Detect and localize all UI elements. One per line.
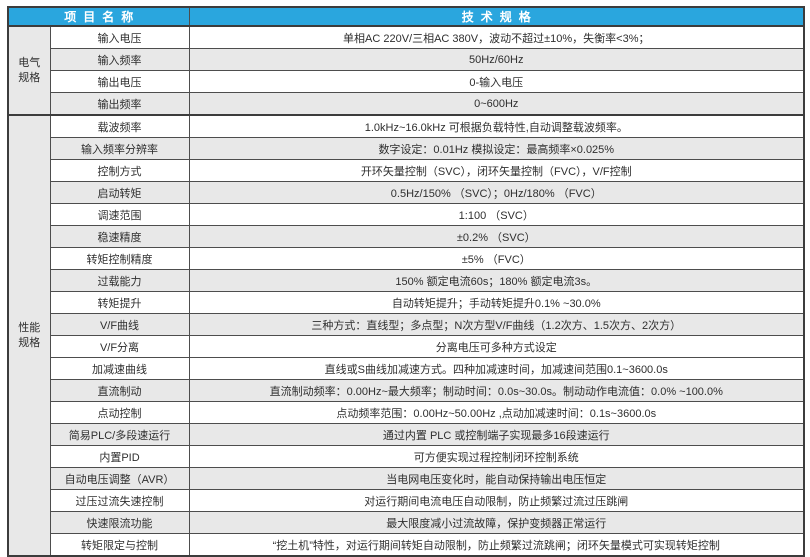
spec-row: 电气规格 输入电压 单相AC 220V/三相AC 380V，波动不超过±10%，失衡… (7, 25, 805, 116)
spec-value-cell: 通过内置 PLC 或控制端子实现最多16段速运行 (188, 423, 805, 446)
spec-value-cell: “挖土机”特性，对运行期间转矩自动限制，防止频繁过流跳闸；闭环矢量模式可实现转矩… (188, 533, 805, 557)
spec-row: 点动控制 点动频率范围：0.00Hz~50.00Hz ,点动加减速时间：0.1s~… (8, 401, 805, 424)
spec-row: 快速限流功能 最大限度减小过流故障，保护变频器正常运行 (8, 511, 805, 534)
spec-value-cell: 开环矢量控制（SVC），闭环矢量控制（FVC），V/F控制 (188, 159, 805, 182)
spec-value-cell: 单相AC 220V/三相AC 380V，波动不超过±10%，失衡率<3%； (188, 25, 805, 49)
spec-value-cell: 直线或S曲线加减速方式。四种加减速时间，加减速间范围0.1~3600.0s (188, 357, 805, 380)
item-name-cell: 过载能力 (49, 269, 190, 292)
spec-value-cell: ±5% （FVC） (188, 247, 805, 270)
spec-row: 启动转矩 0.5Hz/150% （SVC）；0Hz/180% （FVC） (8, 181, 805, 204)
item-name-cell: 输出电压 (49, 70, 190, 93)
spec-row: 过载能力 150% 额定电流60s；180% 额定电流3s。 (8, 269, 805, 292)
spec-row: V/F分离 分离电压可多种方式设定 (8, 335, 805, 358)
item-name-cell: 转矩限定与控制 (49, 533, 190, 557)
item-name-cell: 输入频率分辨率 (49, 137, 190, 160)
spec-row: 直流制动 直流制动频率：0.00Hz~最大频率；制动时间：0.0s~30.0s。制… (8, 379, 805, 402)
section-label-text: 性能规格 (18, 321, 41, 349)
spec-value-cell: 当电网电压变化时，能自动保持输出电压恒定 (188, 467, 805, 490)
spec-value-cell: 1:100 （SVC） (188, 203, 805, 226)
item-name-cell: 快速限流功能 (49, 511, 190, 534)
section-label: 性能规格 (7, 114, 51, 557)
spec-value-cell: 0~600Hz (188, 92, 805, 116)
column-header-tech-spec: 技术规格 (188, 6, 805, 27)
item-name-cell: V/F分离 (49, 335, 190, 358)
spec-value-cell: 点动频率范围：0.00Hz~50.00Hz ,点动加减速时间：0.1s~3600… (188, 401, 805, 424)
spec-row: 内置PID 可方便实现过程控制闭环控制系统 (8, 445, 805, 468)
item-name-cell: 输入电压 (49, 25, 190, 49)
spec-sheet-page: 项目名称 技术规格 电气规格 输入电压 单相AC 220V/三相AC 380V，波动… (7, 6, 806, 557)
item-name-cell: 转矩提升 (49, 291, 190, 314)
spec-row: 自动电压调整（AVR） 当电网电压变化时，能自动保持输出电压恒定 (8, 467, 805, 490)
item-name-cell: 点动控制 (49, 401, 190, 424)
item-name-cell: 转矩控制精度 (49, 247, 190, 270)
spec-value-cell: 对运行期间电流电压自动限制，防止频繁过流过压跳闸 (188, 489, 805, 512)
item-name-cell: 输出频率 (49, 92, 190, 116)
spec-row: 输入频率分辨率 数字设定：0.01Hz 模拟设定：最高频率×0.025% (8, 137, 805, 160)
spec-row: 转矩控制精度 ±5% （FVC） (8, 247, 805, 270)
table-header-row: 项目名称 技术规格 (7, 6, 805, 27)
spec-row: 转矩限定与控制 “挖土机”特性，对运行期间转矩自动限制，防止频繁过流跳闸；闭环矢量… (8, 533, 805, 557)
spec-value-cell: 数字设定：0.01Hz 模拟设定：最高频率×0.025% (188, 137, 805, 160)
spec-row: 转矩提升 自动转矩提升；手动转矩提升0.1% ~30.0% (8, 291, 805, 314)
spec-value-cell: 0.5Hz/150% （SVC）；0Hz/180% （FVC） (188, 181, 805, 204)
spec-value-cell: 三种方式：直线型；多点型；N次方型V/F曲线（1.2次方、1.5次方、2次方） (188, 313, 805, 336)
spec-row: 调速范围 1:100 （SVC） (8, 203, 805, 226)
spec-value-cell: 直流制动频率：0.00Hz~最大频率；制动时间：0.0s~30.0s。制动动作电… (188, 379, 805, 402)
item-name-cell: 过压过流失速控制 (49, 489, 190, 512)
spec-row: V/F曲线 三种方式：直线型；多点型；N次方型V/F曲线（1.2次方、1.5次方、… (8, 313, 805, 336)
spec-value-cell: 自动转矩提升；手动转矩提升0.1% ~30.0% (188, 291, 805, 314)
spec-row: 加减速曲线 直线或S曲线加减速方式。四种加减速时间，加减速间范围0.1~3600.… (8, 357, 805, 380)
spec-value-cell: 50Hz/60Hz (188, 48, 805, 71)
item-name-cell: 调速范围 (49, 203, 190, 226)
spec-value-cell: 150% 额定电流60s；180% 额定电流3s。 (188, 269, 805, 292)
spec-row: 输出频率 0~600Hz (8, 92, 805, 116)
spec-value-cell: 最大限度减小过流故障，保护变频器正常运行 (188, 511, 805, 534)
spec-value-cell: ±0.2% （SVC） (188, 225, 805, 248)
spec-table: 项目名称 技术规格 电气规格 输入电压 单相AC 220V/三相AC 380V，波动… (7, 6, 806, 557)
spec-row: 输入频率 50Hz/60Hz (8, 48, 805, 71)
spec-row: 输出电压 0-输入电压 (8, 70, 805, 93)
spec-value-cell: 可方便实现过程控制闭环控制系统 (188, 445, 805, 468)
item-name-cell: 启动转矩 (49, 181, 190, 204)
item-name-cell: 稳速精度 (49, 225, 190, 248)
item-name-cell: 简易PLC/多段速运行 (49, 423, 190, 446)
item-name-cell: 自动电压调整（AVR） (49, 467, 190, 490)
spec-row: 控制方式 开环矢量控制（SVC），闭环矢量控制（FVC），V/F控制 (8, 159, 805, 182)
section-label-text: 电气规格 (18, 56, 41, 84)
spec-value-cell: 0-输入电压 (188, 70, 805, 93)
spec-row: 性能规格 载波频率 1.0kHz~16.0kHz 可根据负载特性,自动调整载波频率。 (7, 114, 805, 557)
section-label: 电气规格 (7, 25, 51, 116)
item-name-cell: 控制方式 (49, 159, 190, 182)
item-name-cell: 输入频率 (49, 48, 190, 71)
item-name-cell: 直流制动 (49, 379, 190, 402)
item-name-cell: 内置PID (49, 445, 190, 468)
item-name-cell: 加减速曲线 (49, 357, 190, 380)
spec-row: 简易PLC/多段速运行 通过内置 PLC 或控制端子实现最多16段速运行 (8, 423, 805, 446)
spec-value-cell: 分离电压可多种方式设定 (188, 335, 805, 358)
item-name-cell: V/F曲线 (49, 313, 190, 336)
item-name-cell: 载波频率 (49, 114, 190, 138)
spec-row: 稳速精度 ±0.2% （SVC） (8, 225, 805, 248)
spec-value-cell: 1.0kHz~16.0kHz 可根据负载特性,自动调整载波频率。 (188, 114, 805, 138)
spec-row: 过压过流失速控制 对运行期间电流电压自动限制，防止频繁过流过压跳闸 (8, 489, 805, 512)
column-header-item-name: 项目名称 (7, 6, 190, 27)
